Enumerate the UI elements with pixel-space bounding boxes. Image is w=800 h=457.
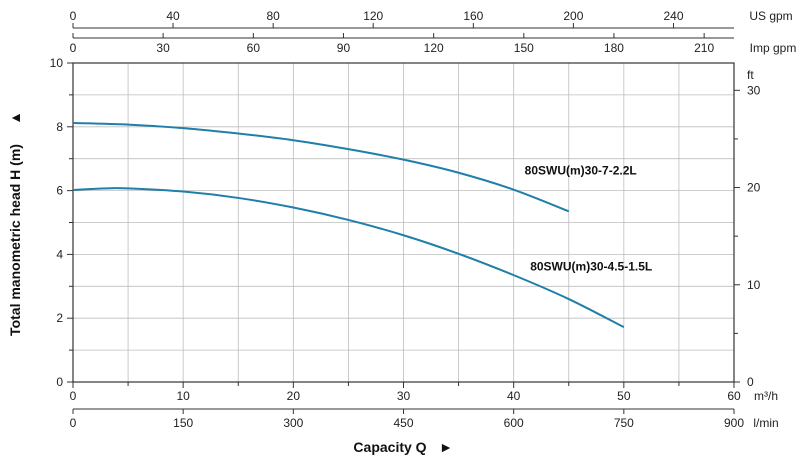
unit-imp: Imp gpm [750,41,797,55]
tick-labels: 0 10 20 30 40 50 60 m³/h0 150 300 450 600 750 900 l/mi… [50,9,797,430]
series-label: 80SWU(m)30-4.5-1.5L [530,259,652,273]
tick-label-imp: 150 [514,41,534,55]
grid [73,63,734,382]
unit-us: US gpm [749,9,792,23]
tick-label-ft: 30 [747,83,761,97]
tick-label-m3h: 0 [70,389,77,403]
tick-label-ft: 0 [747,375,754,389]
tick-label-left: 6 [56,184,63,198]
unit-lmin: l/min [753,416,778,430]
tick-label-us: 160 [463,9,483,23]
tick-label-lmin: 150 [173,416,193,430]
tick-label-lmin: 750 [614,416,634,430]
tick-label-m3h: 40 [507,389,521,403]
tick-label-m3h: 30 [397,389,411,403]
x-axis-arrow-icon: ► [439,439,453,455]
y-axis-arrow-icon: ▲ [7,111,23,125]
tick-label-left: 4 [56,247,63,261]
tick-label-us: 0 [70,9,77,23]
tick-label-us: 200 [563,9,583,23]
x-axis-title: Capacity Q [353,439,426,455]
series-line [72,187,625,329]
series-line [72,121,570,213]
series-label: 80SWU(m)30-7-2.2L [525,164,637,178]
tick-label-imp: 0 [70,41,77,55]
tick-label-left: 10 [50,56,64,70]
tick-marks [67,23,740,414]
tick-label-lmin: 450 [393,416,413,430]
series: 80SWU(m)30-7-2.2L 80SWU(m)30-4.5-1.5L [72,121,652,329]
tick-label-imp: 180 [604,41,624,55]
tick-label-lmin: 600 [504,416,524,430]
tick-label-ft: 10 [747,278,761,292]
tick-label-imp: 210 [694,41,714,55]
tick-label-lmin: 900 [724,416,744,430]
tick-label-us: 80 [266,9,280,23]
tick-label-lmin: 0 [70,416,77,430]
tick-label-lmin: 300 [283,416,303,430]
tick-label-imp: 120 [424,41,444,55]
tick-label-m3h: 50 [617,389,631,403]
tick-label-m3h: 60 [727,389,741,403]
tick-label-imp: 60 [247,41,261,55]
unit-ft: ft [747,68,754,82]
tick-label-ft: 20 [747,181,761,195]
y-axis-title: Total manometric head H (m) [7,144,23,336]
tick-label-m3h: 20 [287,389,301,403]
tick-label-imp: 90 [337,41,351,55]
tick-label-left: 2 [56,311,63,325]
tick-label-imp: 30 [156,41,170,55]
tick-label-left: 0 [56,375,63,389]
unit-m3h: m³/h [754,389,778,403]
tick-label-left: 8 [56,120,63,134]
tick-label-m3h: 10 [176,389,190,403]
tick-label-us: 120 [363,9,383,23]
tick-label-us: 40 [166,9,180,23]
tick-label-us: 240 [664,9,684,23]
